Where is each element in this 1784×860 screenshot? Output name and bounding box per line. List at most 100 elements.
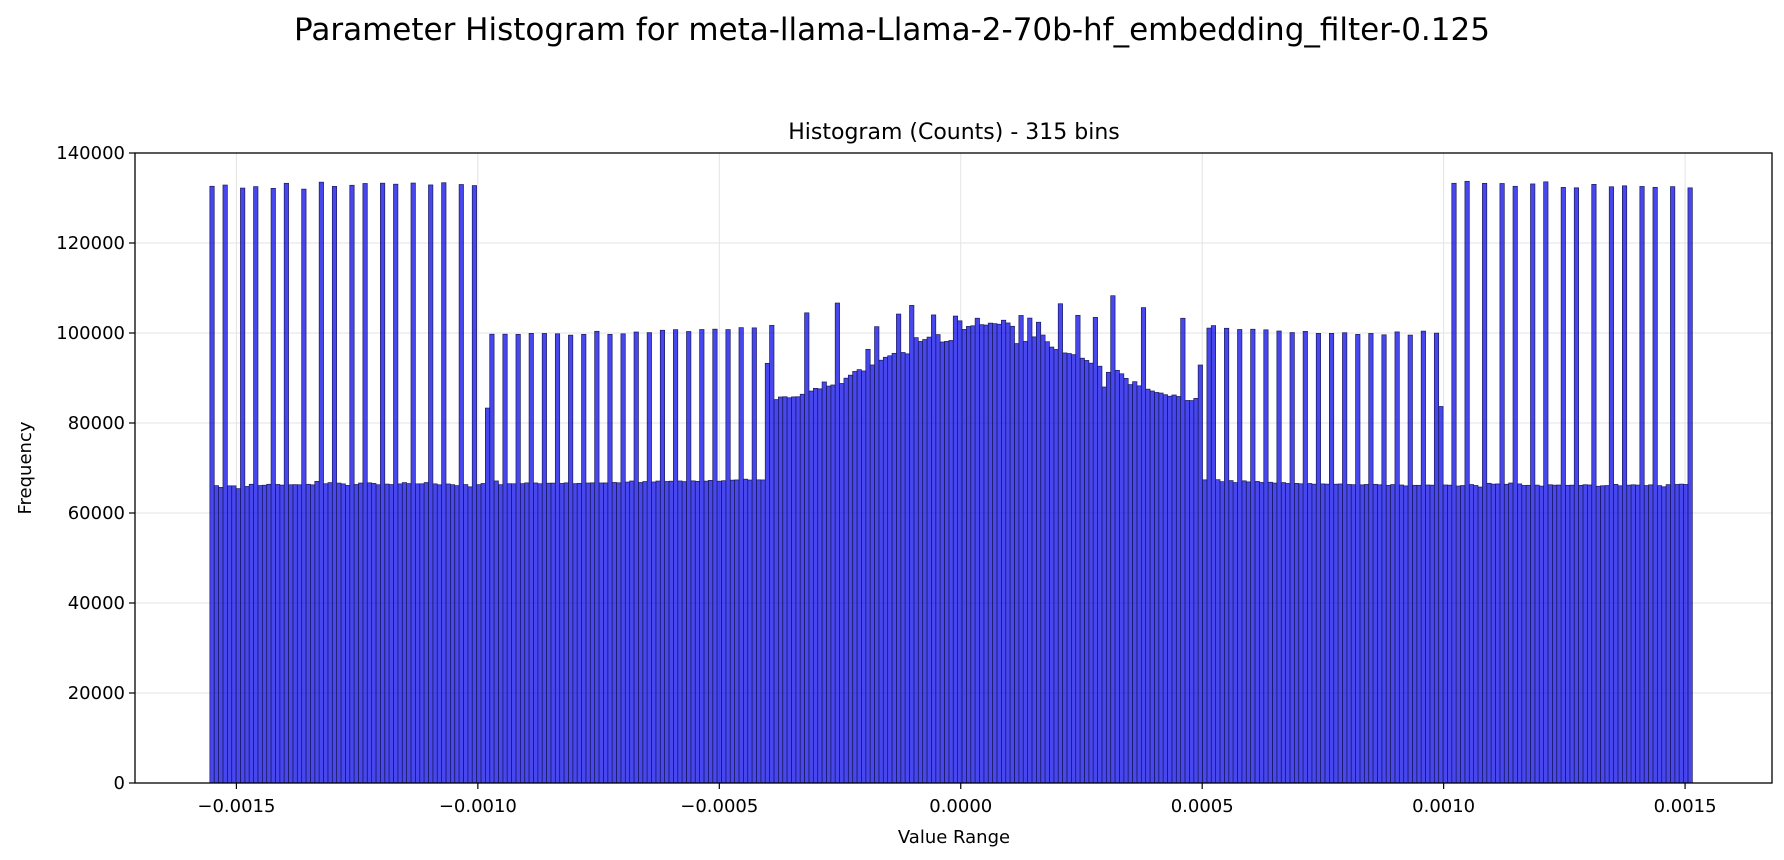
histogram-bar [1363,484,1370,784]
histogram-bar [489,333,495,784]
histogram-bar [533,482,539,784]
histogram-bar [751,327,757,784]
histogram-bar [1626,484,1632,784]
histogram-bar [716,480,722,784]
histogram-bar [366,482,373,784]
histogram-bar [1678,483,1684,784]
histogram-bar [777,396,784,784]
histogram-bar [441,182,447,784]
histogram-bar [1193,398,1199,784]
histogram-bar [1254,481,1260,784]
histogram-bar [310,484,316,784]
histogram-bar [1210,325,1217,784]
histogram-bar [712,328,718,784]
histogram-bar [524,482,530,784]
histogram-bar [1447,484,1453,784]
histogram-bar [581,333,587,784]
histogram-bar [1280,482,1286,784]
histogram-bar [1180,317,1186,784]
histogram-bar [375,484,381,784]
histogram-bar [1027,317,1033,784]
histogram-bar [659,329,665,784]
histogram-bar [384,483,390,784]
histogram-bar [240,187,246,784]
histogram-bar [1525,484,1531,784]
histogram-bar [1455,485,1461,784]
histogram-bar [502,333,508,784]
histogram-bar [1171,394,1177,784]
histogram-bar [314,480,320,784]
histogram-bar [839,383,845,784]
histogram-bar [1429,484,1435,784]
histogram-bar [318,181,324,784]
histogram-bar [607,333,613,784]
histogram-bar [1482,182,1488,784]
histogram-bar [1613,484,1619,784]
histogram-bar [1503,483,1510,784]
histogram-bar [1359,484,1365,784]
histogram-bar [729,479,735,784]
histogram-bar [655,480,661,784]
histogram-bar [1635,484,1641,784]
histogram-bar [485,407,491,784]
histogram-bar [1433,332,1440,784]
histogram-bar [1145,388,1151,784]
histogram-bar [1219,481,1225,784]
histogram-bar [847,374,854,784]
histogram-bar [1167,395,1173,784]
histogram-bar [896,313,902,784]
histogram-bar [1088,362,1094,784]
y-tick-label: 120000 [56,233,125,254]
histogram-bar [764,362,770,784]
histogram-bar [1215,479,1221,784]
histogram-bar [1337,483,1343,784]
histogram-bar [1473,485,1479,784]
histogram-bar [467,486,473,784]
x-axis-label: Value Range [898,827,1010,848]
histogram-bar [476,484,482,784]
histogram-bar [1534,484,1540,784]
histogram-bar [795,396,801,784]
histogram-bar [568,334,574,784]
histogram-bar [275,484,281,784]
histogram-bar [419,483,425,784]
histogram-bar [909,305,915,784]
histogram-bar [1390,484,1396,784]
histogram-bar [961,329,967,784]
histogram-bar [987,322,993,784]
histogram-bar [393,183,399,784]
histogram-bar [852,371,858,784]
histogram-bar [589,482,596,784]
histogram-bar [1490,483,1496,784]
histogram-bar [463,484,469,784]
histogram-bar [222,184,228,784]
histogram-bar [1311,483,1317,784]
histogram-bar [1495,483,1501,784]
histogram-bar [651,481,657,784]
histogram-bar [401,482,407,784]
histogram-bar [1517,483,1523,784]
histogram-bar [1643,485,1649,784]
histogram-bar [1569,484,1575,784]
histogram-bar [1560,187,1566,784]
histogram-bar [861,370,867,784]
histogram-bar [515,333,521,784]
histogram-bar [1508,482,1514,784]
histogram-bar [209,185,215,784]
histogram-bar [471,185,477,784]
histogram-bar [939,341,945,784]
histogram-bar [248,483,254,784]
histogram-bar [874,326,880,784]
histogram-bar [388,484,394,784]
histogram-bar [1350,484,1356,784]
histogram-bar [257,485,263,784]
histogram-bar [1110,295,1116,784]
histogram-bar [1298,483,1304,784]
histogram-bar [646,332,652,784]
histogram-bar [218,487,224,784]
histogram-bar [1556,484,1562,784]
histogram-bar [966,326,972,784]
histogram-bar [415,483,421,784]
histogram-bar [1377,484,1383,784]
histogram-bar [760,479,766,784]
